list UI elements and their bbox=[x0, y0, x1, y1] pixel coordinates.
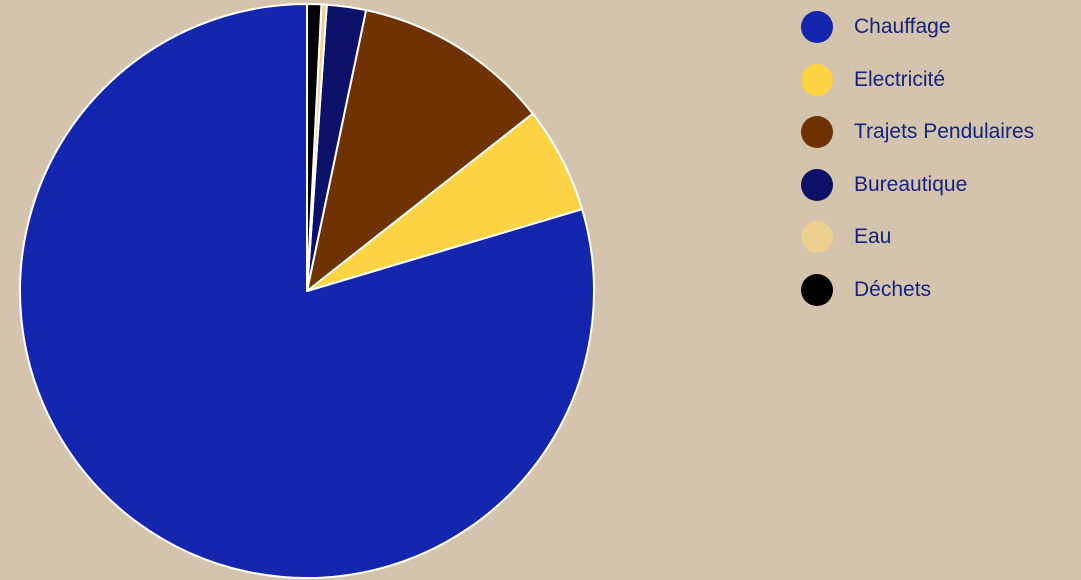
legend-swatch bbox=[801, 273, 833, 306]
pie-slice-chauffage[interactable] bbox=[19, 3, 596, 579]
legend-swatch bbox=[801, 11, 833, 44]
legend-item-electricite[interactable]: Electricité bbox=[801, 54, 1034, 107]
legend-item-chauffage[interactable]: Chauffage bbox=[801, 1, 1034, 54]
legend-label: Chauffage bbox=[854, 15, 951, 39]
legend-label: Déchets bbox=[854, 277, 932, 301]
legend-item-bureautique[interactable]: Bureautique bbox=[801, 159, 1034, 212]
pie-slice-dechets[interactable] bbox=[306, 2, 323, 292]
legend-item-dechets[interactable]: Déchets bbox=[801, 264, 1034, 317]
legend-label: Trajets Pendulaires bbox=[854, 120, 1035, 144]
legend-label: Eau bbox=[854, 225, 892, 249]
chart-legend: Chauffage Electricité Trajets Pendulaires B… bbox=[801, 1, 1034, 316]
legend-label: Bureautique bbox=[854, 172, 968, 196]
legend-item-trajets-pendulaires[interactable]: Trajets Pendulaires bbox=[801, 106, 1034, 159]
legend-swatch bbox=[801, 116, 833, 149]
legend-label: Electricité bbox=[854, 67, 946, 91]
legend-item-eau[interactable]: Eau bbox=[801, 211, 1034, 264]
legend-swatch bbox=[801, 63, 833, 96]
legend-swatch bbox=[801, 221, 833, 254]
legend-swatch bbox=[801, 168, 833, 201]
pie-slice-trajets-pendulaires[interactable] bbox=[306, 9, 534, 292]
